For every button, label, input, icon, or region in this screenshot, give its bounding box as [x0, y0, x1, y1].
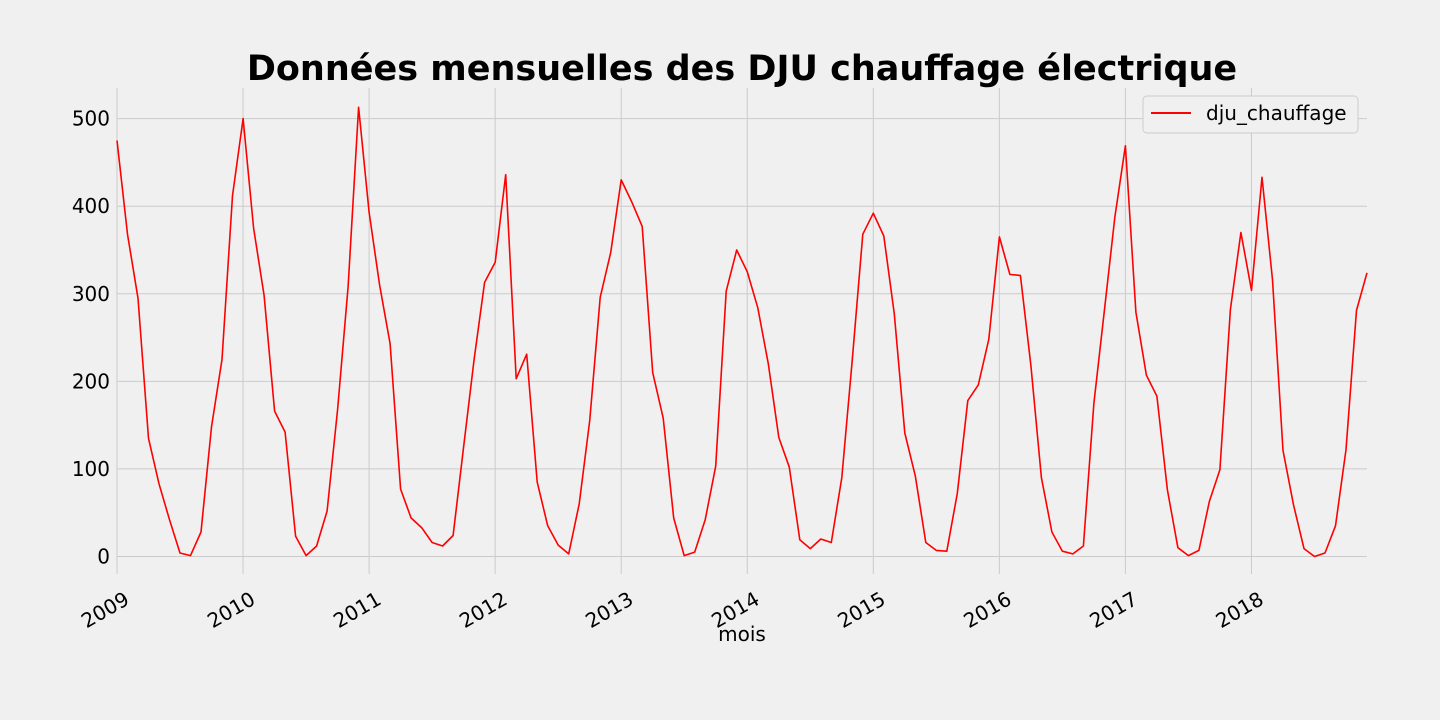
legend-box [1142, 95, 1359, 134]
chart-title: Données mensuelles des DJU chauffage éle… [247, 49, 1237, 89]
legend: dju_chauffage [1142, 95, 1359, 134]
y-tick-labels: 0 100 200 300 400 500 [72, 107, 110, 569]
y-tick-label: 500 [72, 107, 110, 131]
series-line-dju_chauffage [116, 106, 1368, 558]
series-group [116, 106, 1368, 558]
x-axis-label: mois [718, 622, 766, 646]
y-tick-label: 400 [72, 194, 110, 218]
legend-label: dju_chauffage [1206, 101, 1347, 125]
y-tick-label: 100 [72, 457, 110, 481]
y-tick-label: 300 [72, 282, 110, 306]
y-tick-label: 0 [97, 544, 110, 568]
x-gridlines [116, 88, 1252, 574]
y-tick-label: 200 [72, 369, 110, 393]
